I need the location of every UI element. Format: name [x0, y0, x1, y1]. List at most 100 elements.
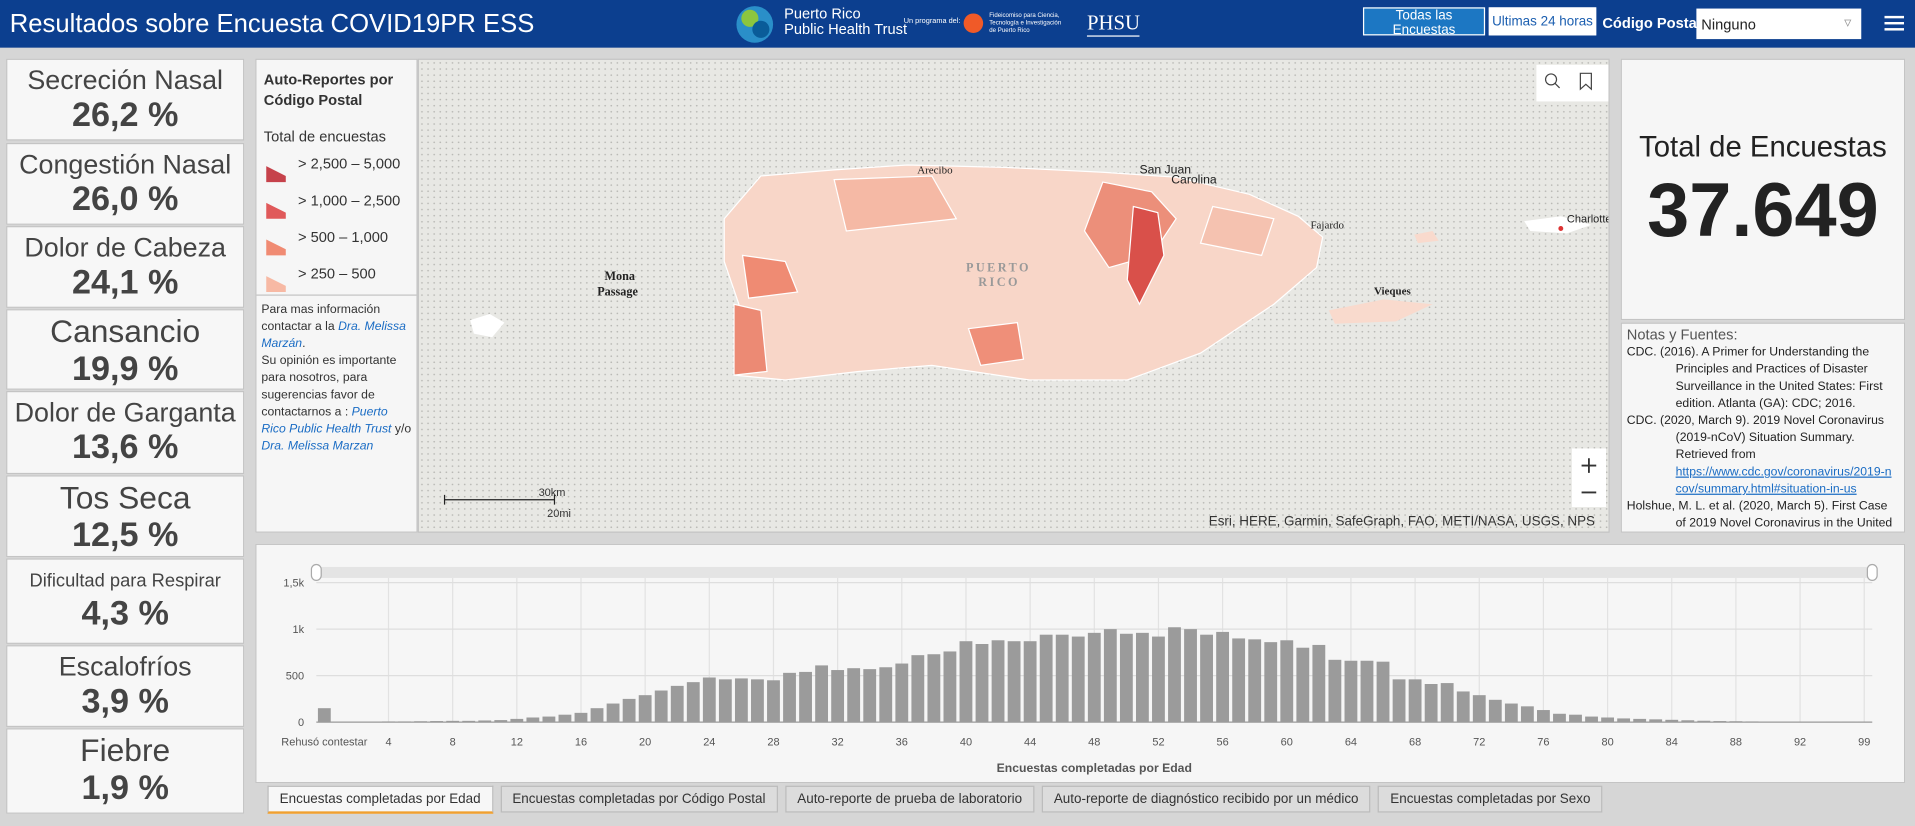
bar [895, 663, 909, 723]
chart-panel: 0 500 1k 1,5k Rehusó contestar 4 8 12 16 20 24 28 32… [255, 543, 1906, 784]
bar [638, 695, 652, 723]
zoom-control[interactable] [1571, 448, 1607, 508]
phsu-logo: PHSU [1086, 11, 1141, 37]
x-tick-label: Rehusó contestar [281, 736, 367, 748]
region-high [967, 321, 1025, 367]
all-surveys-button[interactable]: Todas las Encuestas [1362, 7, 1486, 38]
x-tick-label: 16 [575, 736, 587, 748]
legend-swatch [266, 202, 286, 219]
x-tick-label: 44 [1024, 736, 1036, 748]
menu-button[interactable] [1884, 15, 1905, 32]
symptom-name: Dolor de Cabeza [24, 232, 226, 263]
bar [1424, 684, 1438, 723]
symptom-name: Secreción Nasal [27, 64, 224, 96]
scale-label: 30km [539, 487, 566, 499]
bar [943, 651, 957, 723]
bar [799, 671, 812, 723]
symptom-value: 13,6 % [71, 427, 179, 466]
legend-items: > 2,500 – 5,000 > 1,000 – 2,500 > 500 – 1,… [264, 154, 411, 296]
bar [590, 708, 604, 723]
info-text: Para mas información contactar a la [261, 303, 381, 334]
fideicomiso-icon [963, 13, 984, 33]
tab[interactable]: Auto-reporte de prueba de laboratorio [785, 785, 1035, 813]
map-label: San Juan [1139, 163, 1191, 177]
note-item: CDC. (2020, March 9). 2019 Novel Coronav… [1627, 413, 1894, 499]
bar [686, 682, 700, 723]
bar [414, 721, 427, 723]
bar [622, 698, 636, 723]
trust-line: Public Health Trust [784, 20, 908, 38]
tab[interactable]: Encuestas completadas por Código Postal [500, 785, 778, 813]
bar [751, 679, 764, 723]
symptom-value: 26,2 % [71, 95, 179, 134]
note-link[interactable]: https://www.cdc.gov/coronavirus/2019-nco… [1675, 465, 1892, 497]
bookmark-button[interactable] [1579, 72, 1592, 91]
last-24h-button[interactable]: Ultimas 24 horas [1488, 7, 1597, 36]
x-tick-label: 12 [511, 736, 523, 748]
symptom-value: 26,0 % [71, 179, 179, 218]
zip-select[interactable]: Ninguno ▿ [1696, 8, 1862, 40]
bar [927, 654, 941, 723]
symptom-name: Fiebre [80, 731, 171, 769]
info-text: . [302, 337, 306, 351]
swatch-shape [266, 239, 286, 256]
x-tick-label: 20 [639, 736, 651, 748]
x-tick-label: 92 [1794, 736, 1806, 748]
slider-handle[interactable] [310, 563, 322, 582]
trust-line: Puerto Rico [784, 4, 861, 22]
bar [863, 669, 877, 723]
symptom-name: Tos Seca [59, 478, 191, 516]
fideicomiso-line: Fideicomiso para Ciencia, [989, 12, 1060, 20]
bar [1729, 721, 1743, 723]
map-label: Arecibo [917, 165, 953, 177]
note-text: CDC. (2020, March 9). 2019 Novel Coronav… [1626, 414, 1885, 462]
map-label: Passage [597, 285, 638, 299]
info-link[interactable]: Dra. Melissa Marzán [261, 320, 406, 351]
symptom-card: Secreción Nasal 26,2 % [6, 58, 245, 141]
notes-title: Notas y Fuentes: [1626, 326, 1738, 344]
bar [1665, 719, 1679, 723]
legend-swatch [266, 276, 286, 293]
program-label: Un programa del: [903, 18, 961, 26]
tab[interactable]: Auto-reporte de diagnóstico recibido por… [1041, 785, 1371, 813]
bar [654, 690, 668, 723]
zip-value: Ninguno [1701, 15, 1756, 33]
x-tick-label: 24 [703, 736, 715, 748]
info-text: Su opinión es importante para nosotros, … [261, 354, 397, 420]
slider-handle[interactable] [1866, 563, 1878, 582]
info-link[interactable]: Puerto Rico Public Health Trust [261, 405, 392, 437]
bar [911, 655, 925, 723]
tab[interactable]: Encuestas completadas por Sexo [1378, 785, 1603, 813]
info-paragraph: Su opinión es importante para nosotros, … [261, 353, 412, 456]
zoom-icons [1581, 458, 1597, 494]
bar [1761, 721, 1775, 723]
legend-label: > 1,000 – 2,500 [297, 191, 401, 209]
symptom-value: 19,9 % [71, 349, 179, 388]
map-label: Fajardo [1310, 219, 1344, 231]
bar [718, 679, 732, 723]
map-label: Mona [605, 269, 636, 283]
bar [1456, 691, 1470, 723]
region-mid [1199, 205, 1275, 257]
tab[interactable]: Encuestas completadas por Edad [267, 785, 493, 814]
symptom-card: Tos Seca 12,5 % [6, 475, 245, 558]
note-text: Holshue, M. L. et al. (2020, March 5). F… [1626, 499, 1893, 531]
symptom-value: 3,9 % [81, 681, 169, 720]
symptom-card: Escalofríos 3,9 % [6, 645, 245, 728]
culebra [1414, 230, 1439, 244]
search-button[interactable] [1544, 73, 1558, 86]
bar [542, 716, 556, 723]
info-link[interactable]: Dra. Melissa Marzan [261, 439, 374, 454]
bar [783, 672, 796, 723]
map-point [1558, 226, 1564, 231]
bar [1264, 642, 1278, 723]
legend-info: Para mas información contactar a la Dra.… [261, 302, 412, 456]
bar [1472, 695, 1486, 723]
info-paragraph: Para mas información contactar a la Dra.… [261, 302, 412, 353]
legend-swatch [266, 166, 286, 183]
x-tick-label: 88 [1730, 736, 1742, 748]
y-tick-label: 1,5k [283, 577, 304, 589]
bar [1200, 634, 1213, 723]
legend-swatch [266, 239, 286, 256]
